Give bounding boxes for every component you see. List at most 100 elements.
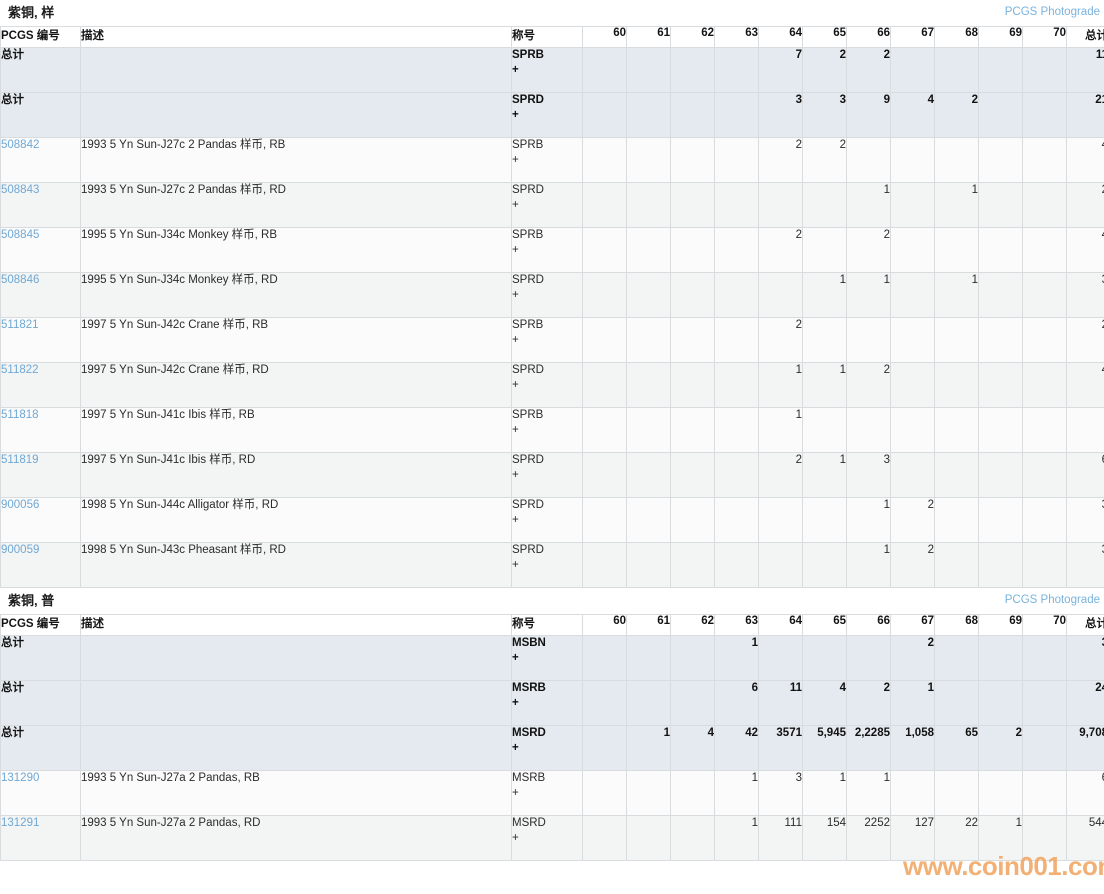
pcgs-photograde-link[interactable]: PCGS Photograde xyxy=(1004,594,1100,606)
cell-grade-65 xyxy=(802,317,847,363)
cell-grade-66: 3 xyxy=(846,452,891,498)
table-row: 511818 1997 5 Yn Sun-J41c Ibis 样币, RB SPRB… xyxy=(0,407,1104,453)
cell-grade-63 xyxy=(714,47,759,93)
cell-grade-63: 1 xyxy=(714,635,759,681)
cell-grade-70 xyxy=(1022,635,1067,681)
cell-grade-62 xyxy=(670,47,715,93)
pcgs-number-link[interactable]: 131290 xyxy=(1,772,40,784)
pcgs-number-link[interactable]: 511821 xyxy=(1,319,39,331)
cell-designation: MSRD + xyxy=(511,725,583,771)
cell-grade-60 xyxy=(582,407,627,453)
cell-grade-64: 1 xyxy=(758,407,803,453)
cell-pcgs-number: 总计 xyxy=(0,680,81,726)
cell-grade-65: 2 xyxy=(802,137,847,183)
cell-grade-63 xyxy=(714,227,759,273)
pcgs-number-link[interactable]: 511819 xyxy=(1,454,39,466)
pcgs-number-link[interactable]: 900059 xyxy=(1,544,40,556)
pcgs-number-link[interactable]: 900056 xyxy=(1,499,40,511)
cell-grade-65: 4 xyxy=(802,680,847,726)
cell-grade-66: 2252 xyxy=(846,815,891,861)
column-header-grade-70: 70 xyxy=(1022,614,1067,636)
population-report-page: 紫铜, 样 PCGS Photograde PCGS 编号 描述 称号 60 61 62 63 6… xyxy=(0,5,1104,861)
pcgs-number-link[interactable]: 508846 xyxy=(1,274,40,286)
designation-code: SPRB xyxy=(512,49,544,61)
cell-grade-66: 1 xyxy=(846,497,891,543)
designation-plus: + xyxy=(512,334,519,346)
designation-plus: + xyxy=(512,64,519,76)
cell-grade-63 xyxy=(714,92,759,138)
cell-grade-66: 2 xyxy=(846,227,891,273)
pcgs-number-link[interactable]: 508842 xyxy=(1,139,40,151)
table-header: PCGS 编号 描述 称号 60 61 62 63 64 65 66 67 68 69 70 总计 xyxy=(0,26,1104,48)
pcgs-number-link[interactable]: 508845 xyxy=(1,229,40,241)
cell-grade-66: 1 xyxy=(846,542,891,588)
designation-code: SPRD xyxy=(512,544,544,556)
pcgs-number-link[interactable]: 511818 xyxy=(1,409,39,421)
column-header-total: 总计 xyxy=(1066,614,1104,636)
cell-grade-60 xyxy=(582,815,627,861)
cell-designation: MSBN + xyxy=(511,635,583,681)
designation-code: MSRD xyxy=(512,817,546,829)
section-title: 紫铜, 样 xyxy=(8,5,55,20)
cell-designation: SPRD + xyxy=(511,272,583,318)
cell-grade-62 xyxy=(670,362,715,408)
pcgs-number-link[interactable]: 131291 xyxy=(1,817,40,829)
designation-plus: + xyxy=(512,109,519,121)
cell-grade-61 xyxy=(626,182,671,228)
pcgs-number-link[interactable]: 511822 xyxy=(1,364,39,376)
cell-designation: MSRB + xyxy=(511,680,583,726)
column-header-total: 总计 xyxy=(1066,26,1104,48)
cell-grade-62 xyxy=(670,227,715,273)
cell-pcgs-number: 508845 xyxy=(0,227,81,273)
designation-plus: + xyxy=(512,514,519,526)
cell-description: 1997 5 Yn Sun-J41c Ibis 样币, RD xyxy=(80,452,512,498)
cell-grade-69 xyxy=(978,227,1023,273)
cell-total xyxy=(1066,407,1104,453)
cell-description xyxy=(80,47,512,93)
cell-grade-60 xyxy=(582,182,627,228)
section-title: 紫铜, 普 xyxy=(8,593,55,608)
cell-total: 3 xyxy=(1066,635,1104,681)
cell-grade-61 xyxy=(626,497,671,543)
column-header-grade-65: 65 xyxy=(802,26,847,48)
cell-grade-61 xyxy=(626,770,671,816)
cell-grade-68 xyxy=(934,680,979,726)
designation-code: SPRB xyxy=(512,229,544,241)
cell-description: 1995 5 Yn Sun-J34c Monkey 样币, RD xyxy=(80,272,512,318)
designation-plus: + xyxy=(512,244,519,256)
cell-grade-60 xyxy=(582,272,627,318)
cell-grade-65: 154 xyxy=(802,815,847,861)
cell-grade-67: 4 xyxy=(890,92,935,138)
cell-grade-70 xyxy=(1022,272,1067,318)
cell-grade-64: 2 xyxy=(758,317,803,363)
cell-grade-65 xyxy=(802,182,847,228)
cell-grade-70 xyxy=(1022,542,1067,588)
population-section-2: 紫铜, 普 PCGS Photograde PCGS 编号 描述 称号 60 61 62 63 6… xyxy=(0,588,1104,861)
pcgs-number-link[interactable]: 508843 xyxy=(1,184,40,196)
cell-grade-61 xyxy=(626,680,671,726)
cell-grade-65 xyxy=(802,542,847,588)
column-header-grade-63: 63 xyxy=(714,26,759,48)
cell-grade-64: 2 xyxy=(758,452,803,498)
cell-grade-69 xyxy=(978,182,1023,228)
table-body: 总计MSBN+123总计MSRB+61142124总计MSRD+14423571… xyxy=(0,635,1104,861)
designation-plus: + xyxy=(512,199,519,211)
cell-grade-60 xyxy=(582,680,627,726)
cell-grade-61 xyxy=(626,92,671,138)
cell-grade-68 xyxy=(934,47,979,93)
table-header: PCGS 编号 描述 称号 60 61 62 63 64 65 66 67 68 69 70 总计 xyxy=(0,614,1104,636)
designation-plus: + xyxy=(512,424,519,436)
cell-grade-69 xyxy=(978,137,1023,183)
cell-grade-63 xyxy=(714,272,759,318)
cell-grade-66: 1 xyxy=(846,272,891,318)
cell-pcgs-number: 131291 xyxy=(0,815,81,861)
cell-grade-67 xyxy=(890,182,935,228)
pcgs-photograde-link[interactable]: PCGS Photograde xyxy=(1004,6,1100,18)
cell-grade-64: 3 xyxy=(758,770,803,816)
cell-designation: SPRD + xyxy=(511,92,583,138)
cell-grade-63: 42 xyxy=(714,725,759,771)
cell-grade-64: 2 xyxy=(758,227,803,273)
cell-grade-60 xyxy=(582,47,627,93)
